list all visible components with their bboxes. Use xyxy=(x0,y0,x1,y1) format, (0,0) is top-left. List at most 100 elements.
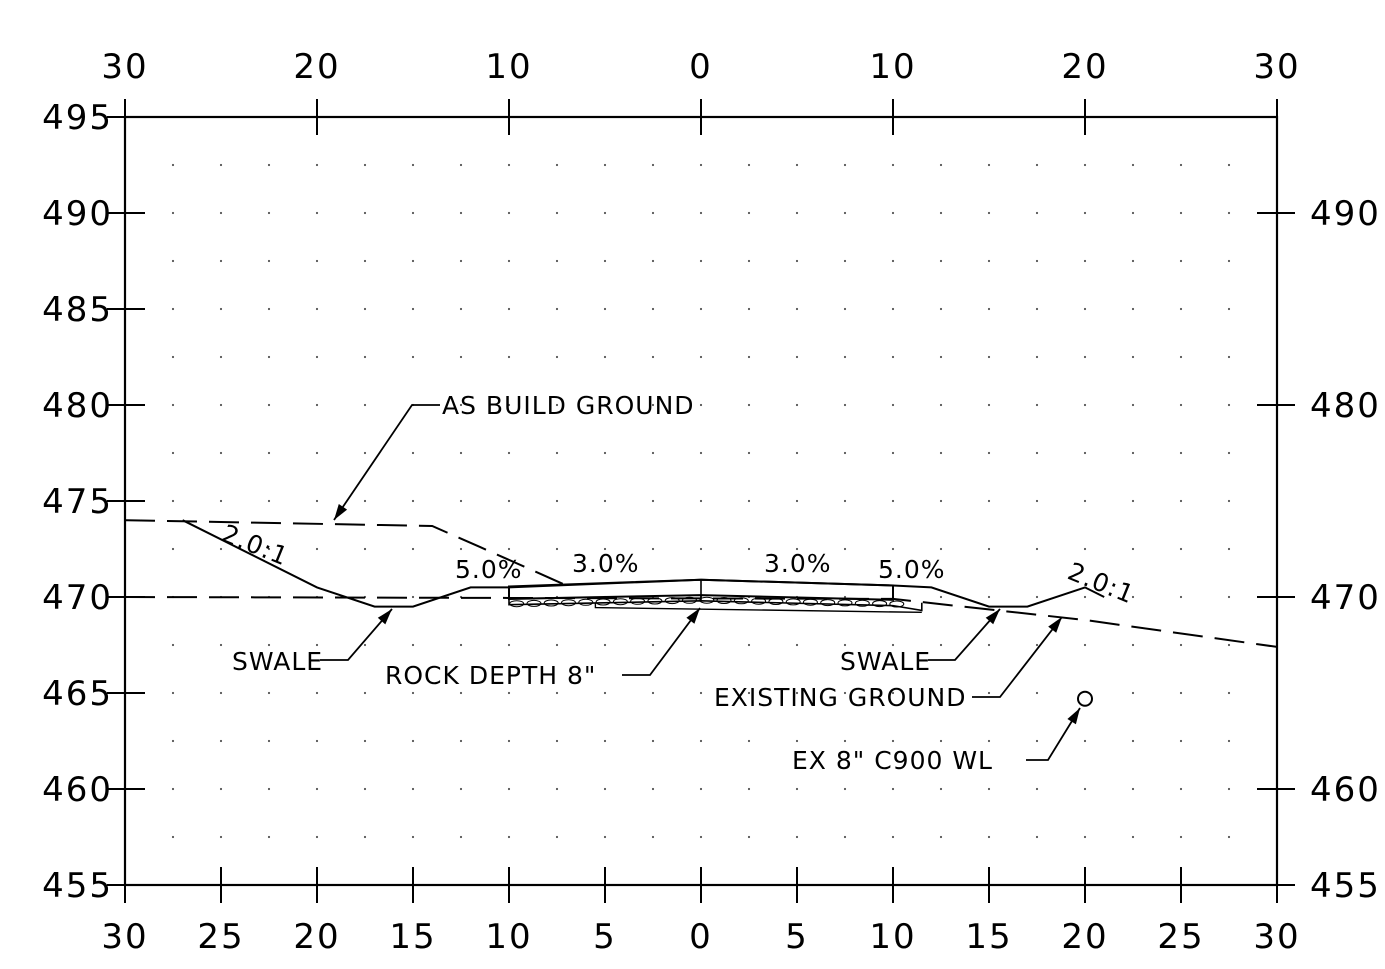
grid-dot xyxy=(267,163,271,167)
grid-dot xyxy=(843,499,847,503)
grid-dot xyxy=(939,307,943,311)
grid-dot xyxy=(555,163,559,167)
grid-dot xyxy=(507,307,511,311)
left-tick-label: 455 xyxy=(42,866,113,906)
existing-ground-leader xyxy=(972,616,1063,698)
grid-dot xyxy=(555,643,559,647)
grid-dot xyxy=(987,403,991,407)
grid-dot xyxy=(507,787,511,791)
left-tick-label: 480 xyxy=(42,386,113,426)
pipe-leader-arrowhead xyxy=(1067,708,1080,725)
grid-dot xyxy=(219,163,223,167)
grid-dot xyxy=(939,595,943,599)
grid-dot xyxy=(555,451,559,455)
grid-dot xyxy=(1227,739,1231,743)
rock-texture xyxy=(785,598,801,606)
grid-dot xyxy=(1083,163,1087,167)
grid-dot xyxy=(891,547,895,551)
grid-dot xyxy=(411,211,415,215)
grid-dot xyxy=(363,307,367,311)
grid-dot xyxy=(747,211,751,215)
grid-dot xyxy=(699,787,703,791)
grid-dot xyxy=(699,499,703,503)
grid-dot xyxy=(939,787,943,791)
grid-dot xyxy=(699,307,703,311)
grid-dot xyxy=(891,211,895,215)
grid-dot xyxy=(1227,451,1231,455)
grid-dot xyxy=(987,835,991,839)
rock-texture xyxy=(578,598,594,606)
grid-dot xyxy=(219,739,223,743)
axis-ticks xyxy=(107,99,1295,903)
grid-dot xyxy=(219,211,223,215)
grid-dot xyxy=(267,211,271,215)
grid-dot xyxy=(843,403,847,407)
grid-dot xyxy=(939,163,943,167)
rock-texture xyxy=(612,598,628,606)
grid-dot xyxy=(1083,211,1087,215)
grid-dot xyxy=(651,547,655,551)
grid-dot xyxy=(459,643,463,647)
grid-dot xyxy=(939,355,943,359)
grid-dot xyxy=(555,835,559,839)
grid-dot xyxy=(603,451,607,455)
grid-dot xyxy=(411,787,415,791)
grid-dot xyxy=(1083,259,1087,263)
grid-dot xyxy=(603,307,607,311)
grid-dot xyxy=(219,691,223,695)
existing-ground-leader-arrowhead xyxy=(1048,617,1062,633)
slope-right-lane: 3.0% xyxy=(764,549,832,578)
grid-dot xyxy=(1035,547,1039,551)
grid-dot xyxy=(1083,595,1087,599)
rock-texture xyxy=(509,600,525,608)
rock-texture xyxy=(699,596,715,604)
grid-dot xyxy=(555,403,559,407)
grid-dot xyxy=(171,403,175,407)
grid-dot xyxy=(411,547,415,551)
grid-dot xyxy=(987,163,991,167)
pipe-leader xyxy=(1026,707,1081,761)
grid-dot xyxy=(315,499,319,503)
grid-dot xyxy=(843,259,847,263)
grid-dot xyxy=(315,739,319,743)
grid-dot xyxy=(315,787,319,791)
grid-dot xyxy=(507,451,511,455)
grid-dot xyxy=(459,547,463,551)
grid-dot xyxy=(459,211,463,215)
grid-dot xyxy=(1083,403,1087,407)
grid-dot xyxy=(603,163,607,167)
bottom-tick-label: 10 xyxy=(869,917,916,957)
slope-right-shoulder: 5.0% xyxy=(878,555,946,584)
grid-dot xyxy=(699,835,703,839)
grid-dot xyxy=(987,259,991,263)
grid-dot xyxy=(1227,403,1231,407)
slope-left-fill: 2.0:1 xyxy=(218,519,293,572)
grid-dot xyxy=(987,547,991,551)
slope-left-shoulder: 5.0% xyxy=(455,555,523,584)
grid-dot xyxy=(411,163,415,167)
grid-dot xyxy=(987,355,991,359)
grid-dot xyxy=(1227,835,1231,839)
grid-dot xyxy=(1179,451,1183,455)
grid-dot xyxy=(171,835,175,839)
grid-dot xyxy=(1227,499,1231,503)
grid-dot xyxy=(747,355,751,359)
grid-dot xyxy=(267,451,271,455)
grid-dot xyxy=(1131,451,1135,455)
grid-dot xyxy=(891,403,895,407)
grid-dot xyxy=(603,355,607,359)
bottom-tick-label: 15 xyxy=(965,917,1012,957)
grid-dot xyxy=(843,211,847,215)
grid-dot xyxy=(363,835,367,839)
grid-dot xyxy=(843,835,847,839)
grid-dot xyxy=(411,307,415,311)
grid-dot xyxy=(747,787,751,791)
grid-dot xyxy=(363,451,367,455)
grid-dot xyxy=(891,787,895,791)
top-tick-label: 20 xyxy=(1061,47,1108,87)
ground-lines xyxy=(124,519,1278,648)
grid-dot xyxy=(315,547,319,551)
rock-depth-label: ROCK DEPTH 8" xyxy=(385,661,596,690)
grid-dot xyxy=(219,643,223,647)
as-build-ground-leader xyxy=(333,404,440,521)
